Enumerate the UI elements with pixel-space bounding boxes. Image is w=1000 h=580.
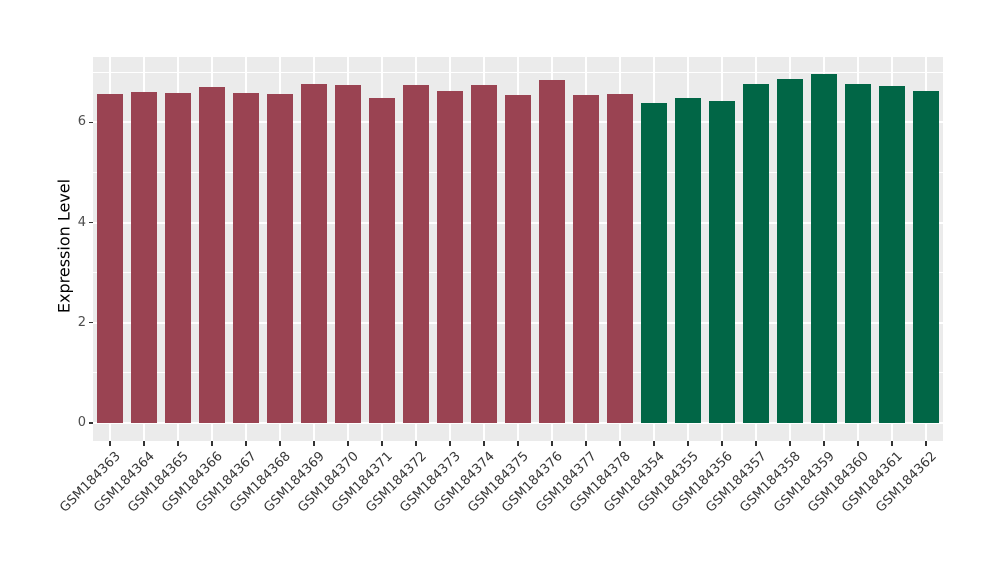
bar-GSM184374 xyxy=(471,85,497,423)
x-tick-GSM184370 xyxy=(347,441,349,446)
y-tick-0 xyxy=(88,422,93,424)
y-tick-4 xyxy=(88,222,93,224)
bar-GSM184376 xyxy=(539,79,565,423)
x-tick-GSM184357 xyxy=(755,441,757,446)
bar-GSM184361 xyxy=(879,86,905,423)
x-tick-GSM184356 xyxy=(721,441,723,446)
x-tick-GSM184361 xyxy=(891,441,893,446)
x-tick-GSM184364 xyxy=(143,441,145,446)
bar-GSM184354 xyxy=(641,103,667,423)
bar-GSM184356 xyxy=(709,100,735,423)
x-tick-GSM184363 xyxy=(109,441,111,446)
x-tick-GSM184375 xyxy=(517,441,519,446)
x-tick-GSM184369 xyxy=(313,441,315,446)
bar-GSM184377 xyxy=(573,94,599,423)
x-tick-GSM184358 xyxy=(789,441,791,446)
x-tick-GSM184374 xyxy=(483,441,485,446)
bar-GSM184359 xyxy=(811,74,837,423)
bar-GSM184360 xyxy=(845,83,871,423)
x-tick-GSM184371 xyxy=(381,441,383,446)
bar-GSM184365 xyxy=(165,93,191,423)
bar-GSM184362 xyxy=(913,90,939,423)
bar-GSM184370 xyxy=(335,84,361,423)
y-tick-label-2: 2 xyxy=(77,314,86,330)
x-tick-GSM184367 xyxy=(245,441,247,446)
y-tick-label-6: 6 xyxy=(77,114,86,130)
x-tick-GSM184354 xyxy=(653,441,655,446)
bar-GSM184364 xyxy=(131,92,157,423)
bar-GSM184367 xyxy=(233,92,259,423)
bar-GSM184375 xyxy=(505,94,531,423)
plot-panel xyxy=(93,57,943,441)
x-tick-GSM184362 xyxy=(925,441,927,446)
bar-GSM184358 xyxy=(777,78,803,423)
x-tick-GSM184373 xyxy=(449,441,451,446)
bar-GSM184366 xyxy=(199,86,225,423)
y-tick-2 xyxy=(88,322,93,324)
x-tick-GSM184368 xyxy=(279,441,281,446)
bar-GSM184363 xyxy=(97,93,123,423)
y-tick-label-4: 4 xyxy=(77,214,86,230)
bar-GSM184372 xyxy=(403,84,429,423)
x-tick-GSM184377 xyxy=(585,441,587,446)
x-tick-GSM184365 xyxy=(177,441,179,446)
bar-GSM184355 xyxy=(675,97,701,423)
x-tick-GSM184372 xyxy=(415,441,417,446)
x-tick-GSM184360 xyxy=(857,441,859,446)
x-tick-GSM184378 xyxy=(619,441,621,446)
bar-GSM184378 xyxy=(607,93,633,423)
bar-GSM184357 xyxy=(743,84,769,423)
x-tick-GSM184359 xyxy=(823,441,825,446)
y-axis-title: Expression Level xyxy=(54,178,74,314)
bar-GSM184368 xyxy=(267,93,293,423)
bar-GSM184369 xyxy=(301,83,327,423)
bar-GSM184373 xyxy=(437,90,463,423)
bar-GSM184371 xyxy=(369,98,395,423)
x-tick-GSM184376 xyxy=(551,441,553,446)
x-tick-GSM184355 xyxy=(687,441,689,446)
y-tick-6 xyxy=(88,121,93,123)
y-tick-label-0: 0 xyxy=(77,415,86,430)
x-tick-GSM184366 xyxy=(211,441,213,446)
